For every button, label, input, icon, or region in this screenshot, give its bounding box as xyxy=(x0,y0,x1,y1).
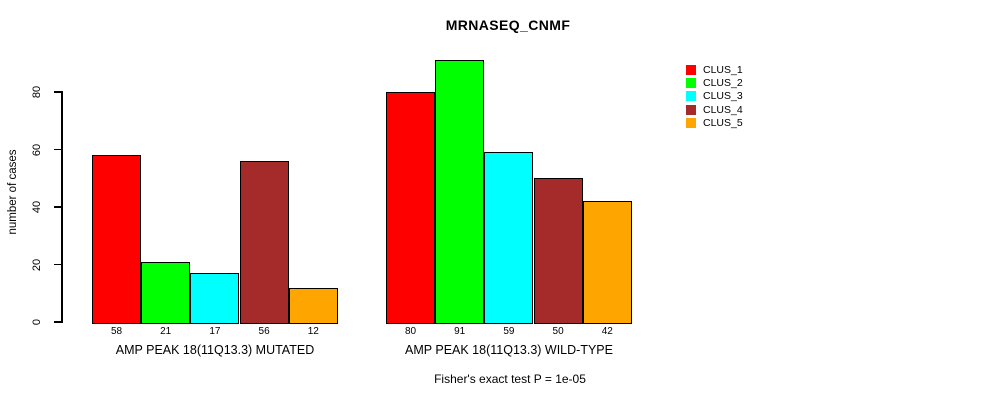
y-axis-tick-label: 60 xyxy=(31,143,43,156)
legend-swatch-clus_1 xyxy=(686,64,696,75)
bar-clus_2 xyxy=(435,60,485,324)
legend-row: CLUS_3 xyxy=(686,90,743,103)
fisher-test-caption: Fisher's exact test P = 1e-05 xyxy=(434,372,586,386)
bar-value-label: 50 xyxy=(552,326,564,337)
bar-value-label: 21 xyxy=(160,326,172,337)
bar-clus_4 xyxy=(239,161,289,324)
bar-value-label: 59 xyxy=(503,326,515,337)
y-axis-tick xyxy=(54,263,61,266)
group-label: AMP PEAK 18(11Q13.3) MUTATED xyxy=(115,343,315,357)
bar-clus_5 xyxy=(582,201,632,324)
legend-label: CLUS_5 xyxy=(703,117,743,130)
bar-value-label: 12 xyxy=(307,326,319,337)
chart-title: MRNASEQ_CNMF xyxy=(445,17,571,33)
legend-swatch-clus_4 xyxy=(686,104,696,115)
bar-value-label: 42 xyxy=(601,326,613,337)
legend-label: CLUS_1 xyxy=(703,63,743,76)
legend-row: CLUS_2 xyxy=(686,76,743,89)
y-axis-tick xyxy=(54,148,61,151)
bar-value-label: 80 xyxy=(404,326,417,337)
bar-value-label: 58 xyxy=(110,326,123,337)
bar-value-label: 91 xyxy=(454,326,466,337)
bar-clus_5 xyxy=(288,287,338,324)
legend-label: CLUS_3 xyxy=(703,90,743,103)
bar-clus_1 xyxy=(386,92,435,324)
bar-clus_2 xyxy=(141,261,191,324)
y-axis-tick xyxy=(54,91,61,93)
group-label: AMP PEAK 18(11Q13.3) WILD-TYPE xyxy=(405,343,613,357)
bar-clus_1 xyxy=(92,155,141,324)
y-axis-line xyxy=(61,91,63,323)
bar-clus_3 xyxy=(484,152,534,324)
legend-swatch-clus_3 xyxy=(686,91,696,102)
legend-row: CLUS_4 xyxy=(686,103,743,116)
bar-clus_3 xyxy=(190,273,240,324)
y-axis-tick-label: 0 xyxy=(31,318,43,326)
y-axis-tick xyxy=(54,206,61,208)
y-axis-tick-label: 20 xyxy=(31,258,43,271)
y-axis-tick-label: 80 xyxy=(31,85,43,99)
legend-swatch-clus_5 xyxy=(686,118,696,129)
bar-clus_4 xyxy=(533,178,583,324)
legend: CLUS_1 CLUS_2 CLUS_3 CLUS_4 CLUS_5 xyxy=(686,63,743,130)
y-axis-tick-label: 40 xyxy=(31,200,43,214)
legend-row: CLUS_5 xyxy=(686,117,743,130)
y-axis-label: number of cases xyxy=(7,149,19,235)
legend-swatch-clus_2 xyxy=(686,78,696,89)
bar-value-label: 17 xyxy=(209,326,221,337)
legend-label: CLUS_2 xyxy=(703,77,743,90)
legend-label: CLUS_4 xyxy=(703,103,743,116)
bar-value-label: 56 xyxy=(258,326,270,337)
legend-row: CLUS_1 xyxy=(686,63,743,76)
y-axis-tick xyxy=(54,321,61,323)
